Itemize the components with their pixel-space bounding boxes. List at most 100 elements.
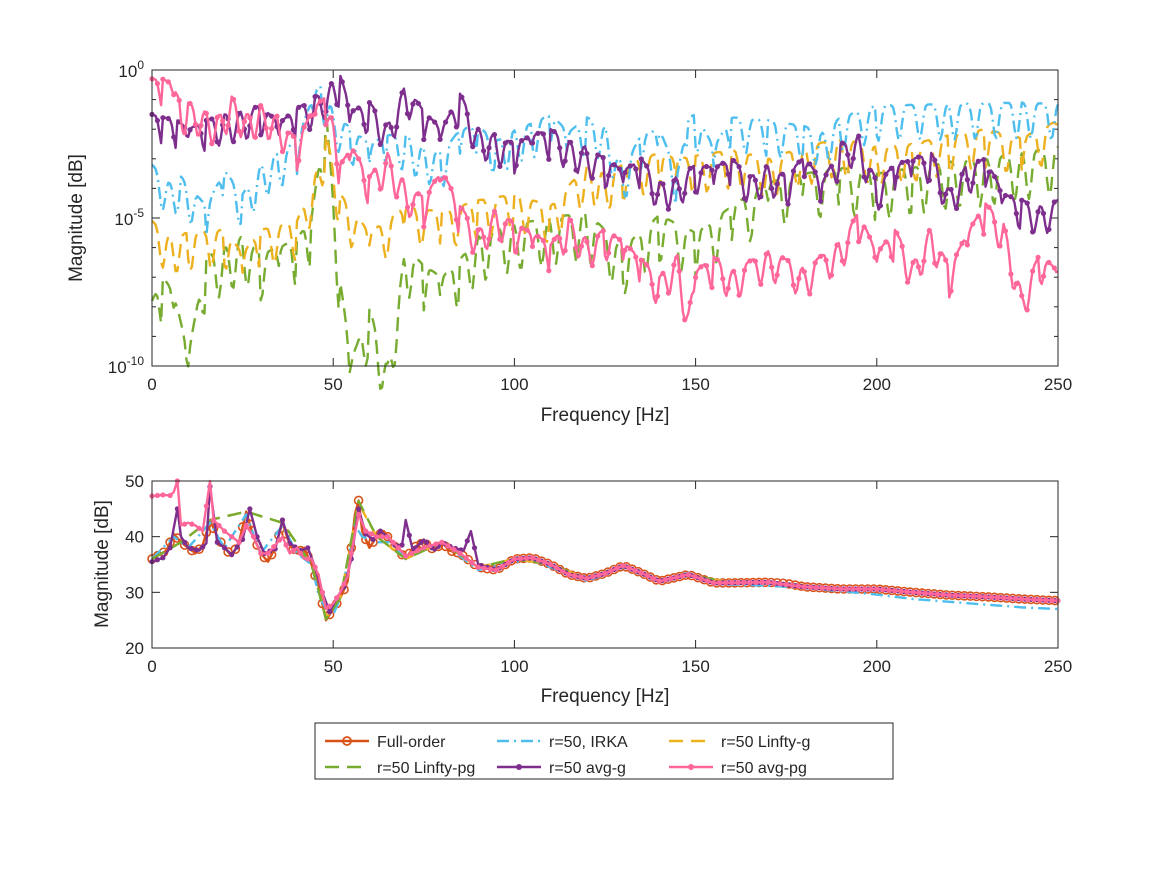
top-marker-avg_g [921, 160, 927, 166]
bottom-marker-avg_g [471, 545, 478, 551]
top-series-linf_pg [150, 110, 1059, 390]
top-marker-avg_pg [975, 213, 981, 219]
bottom-marker-avg_pg [487, 566, 493, 572]
top-marker-avg_pg [404, 204, 411, 210]
top-marker-avg_g [296, 104, 302, 110]
bottom-marker-avg_pg [771, 580, 777, 586]
top-marker-avg_pg [350, 148, 356, 154]
top-marker-avg_pg [1019, 293, 1025, 299]
top-marker-avg_pg [986, 204, 992, 210]
top-marker-avg_pg [747, 258, 753, 264]
top-y-tick-label: 100 [118, 58, 144, 81]
bottom-marker-avg_pg [717, 580, 723, 586]
top-marker-avg_pg [535, 233, 541, 239]
bottom-chart: 0 50 100 150 200 250 20 30 40 50 Frequency [Hz] M… [92, 472, 1072, 707]
top-marker-avg_g [758, 194, 764, 200]
top-marker-avg_pg [915, 264, 922, 270]
bottom-marker-avg_pg [578, 574, 584, 580]
top-marker-avg_pg [475, 227, 481, 233]
legend-marker-full [342, 736, 352, 746]
bottom-marker-avg_pg [940, 592, 946, 598]
legend-item-avg_g: r=50 avg-g [497, 760, 626, 777]
top-marker-avg_pg [937, 251, 943, 257]
bottom-marker-avg_pg [801, 584, 807, 590]
top-marker-avg_pg [698, 264, 704, 270]
top-marker-avg_pg [372, 167, 378, 173]
bottom-marker-avg_pg [898, 588, 904, 594]
top-marker-avg_pg [888, 254, 894, 260]
top-marker-avg_g [524, 135, 530, 141]
bottom-marker-avg_g [423, 539, 430, 545]
top-marker-avg_g [1040, 210, 1047, 217]
top-marker-avg_g [334, 101, 340, 108]
top-marker-avg_g [606, 172, 612, 179]
top-marker-avg_pg [241, 118, 248, 124]
legend-label-avg_pg: r=50 avg-pg [721, 760, 807, 777]
bottom-marker-avg_pg [934, 591, 940, 597]
legend-item-avg_pg: r=50 avg-pg [669, 760, 807, 777]
top-marker-avg_g [312, 94, 318, 100]
top-marker-avg_g [529, 140, 536, 146]
bottom-marker-avg_pg [753, 579, 759, 586]
bottom-marker-avg_pg [704, 578, 710, 584]
top-marker-avg_pg [442, 175, 449, 181]
top-marker-avg_g [453, 124, 460, 130]
top-marker-avg_g [1035, 209, 1041, 215]
bottom-marker-avg_pg [196, 525, 202, 531]
top-marker-avg_g [491, 131, 498, 138]
legend-label-avg_g: r=50 avg-g [549, 760, 626, 777]
bottom-marker-avg_pg [638, 570, 644, 576]
top-marker-avg_pg [470, 249, 476, 255]
bottom-marker-avg_pg [403, 553, 409, 559]
top-marker-avg_g [1051, 199, 1057, 205]
bottom-marker-avg_pg [729, 580, 735, 586]
bottom-marker-avg_pg [439, 539, 445, 545]
top-marker-avg_pg [154, 80, 161, 87]
top-marker-avg_g [589, 175, 595, 181]
top-marker-avg_g [872, 175, 878, 181]
top-marker-avg_g [377, 141, 383, 148]
top-marker-avg_pg [508, 218, 514, 224]
bottom-marker-avg_g [355, 506, 362, 512]
bottom-marker-avg_pg [451, 547, 457, 553]
bottom-marker-avg_pg [837, 586, 844, 592]
top-marker-avg_pg [720, 276, 726, 282]
bottom-marker-avg_pg [363, 528, 369, 534]
top-marker-avg_g [339, 79, 345, 85]
top-marker-avg_pg [709, 284, 715, 291]
bottom-y-axis-label: Magnitude [dB] [92, 500, 113, 628]
top-marker-avg_g [540, 131, 546, 137]
top-marker-avg_g [676, 186, 682, 192]
bottom-y-tick-label: 40 [125, 528, 144, 547]
top-marker-avg_g [557, 145, 563, 151]
bottom-marker-avg_g [221, 545, 228, 551]
top-marker-avg_g [725, 171, 731, 177]
top-marker-avg_g [394, 124, 400, 130]
top-marker-avg_g [953, 205, 960, 212]
bottom-marker-avg_pg [334, 595, 340, 601]
top-marker-avg_pg [736, 292, 742, 298]
bottom-marker-avg_pg [952, 592, 958, 598]
top-marker-avg_g [687, 165, 693, 172]
top-marker-avg_g [899, 159, 905, 165]
top-marker-avg_g [828, 163, 835, 169]
bottom-marker-avg_g [160, 555, 166, 561]
top-y-tick-label: 10-5 [114, 206, 144, 229]
top-marker-avg_g [866, 167, 873, 173]
top-marker-avg_g [307, 126, 313, 133]
top-marker-avg_pg [334, 161, 340, 167]
bottom-marker-avg_pg [777, 581, 783, 587]
bottom-marker-avg_pg [988, 594, 995, 600]
bottom-marker-avg_pg [674, 574, 680, 580]
top-marker-avg_g [268, 113, 275, 119]
top-marker-avg_pg [644, 262, 650, 268]
bottom-marker-avg_pg [379, 534, 385, 540]
bottom-marker-avg_pg [970, 593, 977, 599]
bottom-marker-avg_pg [475, 564, 481, 570]
bottom-marker-avg_pg [409, 550, 415, 556]
top-marker-avg_g [905, 158, 911, 165]
top-marker-avg_pg [714, 256, 720, 263]
top-marker-avg_pg [752, 258, 758, 264]
bottom-marker-avg_pg [290, 547, 296, 554]
top-marker-avg_g [703, 163, 710, 170]
